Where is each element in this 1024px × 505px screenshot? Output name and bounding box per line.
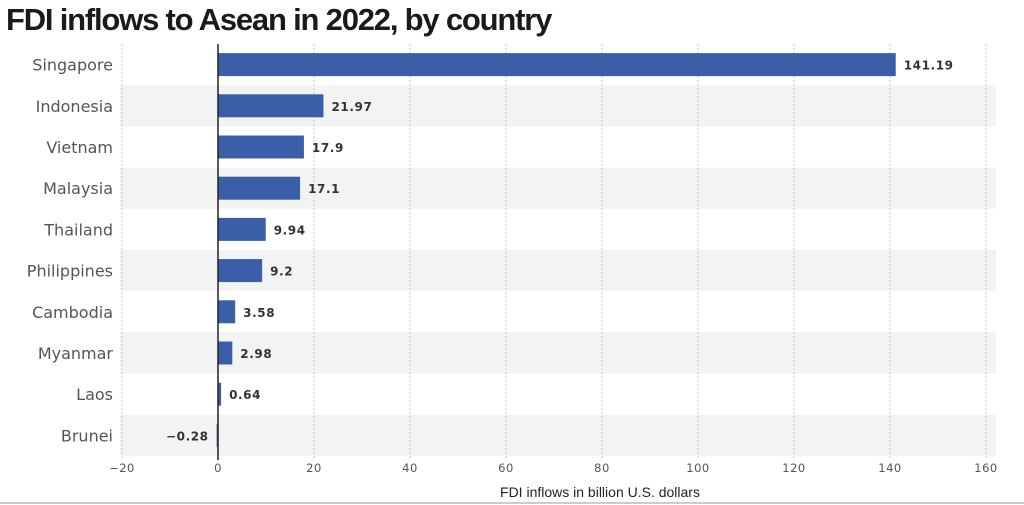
value-label: 17.9 <box>312 141 344 155</box>
value-label: 0.64 <box>229 388 261 402</box>
value-label: −0.28 <box>166 429 209 443</box>
x-tick-label: 80 <box>594 461 610 475</box>
row-stripes <box>120 85 996 456</box>
x-tick-label: 40 <box>402 461 418 475</box>
category-label: Vietnam <box>46 138 113 157</box>
x-tick-label: 0 <box>214 461 222 475</box>
category-label: Indonesia <box>36 97 113 116</box>
category-label: Philippines <box>27 262 113 281</box>
row-stripe <box>120 332 996 374</box>
value-label: 3.58 <box>243 306 275 320</box>
bar <box>218 259 263 283</box>
row-stripe <box>120 250 996 292</box>
x-tick-label: 160 <box>974 461 997 475</box>
gridlines <box>121 44 987 460</box>
bar <box>218 135 304 159</box>
bar <box>218 176 301 200</box>
value-label: 21.97 <box>331 100 372 114</box>
bar <box>218 382 222 406</box>
category-label: Laos <box>76 385 113 404</box>
value-label: 9.94 <box>274 223 306 237</box>
x-tick-label: 120 <box>782 461 805 475</box>
bar <box>218 217 266 241</box>
value-label: 2.98 <box>240 347 272 361</box>
x-tick-labels: −20 0 20 40 60 80 100 120 140 160 <box>109 461 997 475</box>
category-labels: Singapore Indonesia Vietnam Malaysia Thailan… <box>27 56 114 446</box>
chart-title: FDI inflows to Asean in 2022, by country <box>6 2 552 37</box>
row-stripe <box>120 414 996 456</box>
x-tick-label: 60 <box>498 461 514 475</box>
x-axis-label: FDI inflows in billion U.S. dollars <box>500 484 700 500</box>
bars <box>216 53 896 447</box>
x-tick-label: 100 <box>686 461 709 475</box>
x-tick-label: 140 <box>878 461 901 475</box>
x-tick-label: −20 <box>109 461 135 475</box>
category-label: Brunei <box>61 426 113 445</box>
value-label: 9.2 <box>270 265 293 279</box>
category-label: Myanmar <box>38 344 114 363</box>
category-label: Malaysia <box>43 179 113 198</box>
category-label: Cambodia <box>32 303 113 322</box>
value-label: 17.1 <box>308 182 340 196</box>
bar <box>218 341 233 365</box>
value-labels: 141.19 21.97 17.9 17.1 9.94 9.2 3.58 2.98 0.64 −0… <box>166 59 954 444</box>
category-label: Thailand <box>43 220 113 239</box>
x-tick-label: 20 <box>306 461 322 475</box>
bar <box>218 53 896 77</box>
category-label: Singapore <box>32 56 113 75</box>
bar <box>218 94 324 118</box>
bar <box>218 300 236 324</box>
value-label: 141.19 <box>904 59 954 73</box>
